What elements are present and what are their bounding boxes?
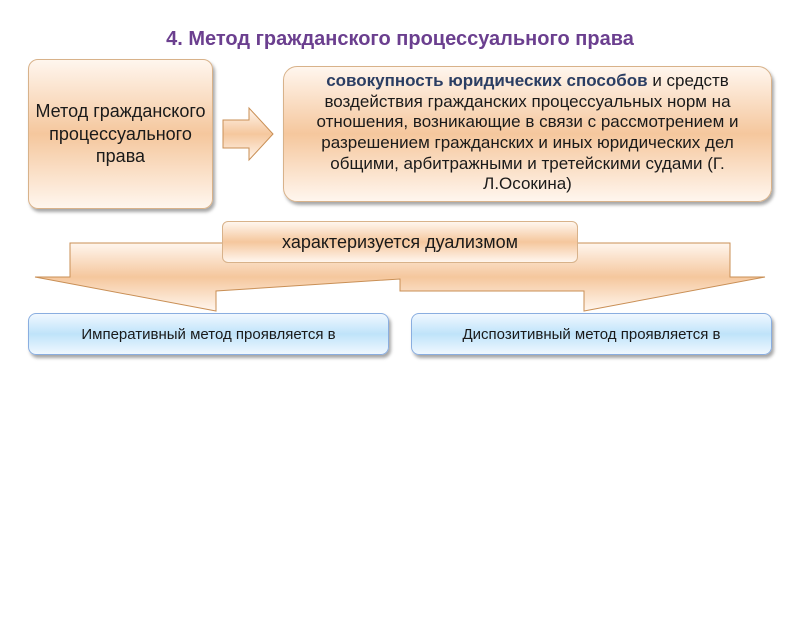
right-box-lead: совокупность юридических способов xyxy=(326,71,647,90)
row-top: Метод гражданского процессуального права… xyxy=(0,59,800,209)
bottom-left-box: Императивный метод проявляется в xyxy=(28,313,389,355)
mid-section: характеризуется дуализмом xyxy=(0,221,800,311)
bottom-right-box: Диспозитивный метод проявляется в xyxy=(411,313,772,355)
page-title: 4. Метод гражданского процессуального пр… xyxy=(0,28,800,51)
right-box: совокупность юридических способов и сред… xyxy=(283,66,772,202)
arrow-right-icon xyxy=(221,98,275,170)
mid-box: характеризуется дуализмом xyxy=(222,221,578,263)
left-box: Метод гражданского процессуального права xyxy=(28,59,213,209)
row-bottom: Императивный метод проявляется в Диспози… xyxy=(0,313,800,355)
